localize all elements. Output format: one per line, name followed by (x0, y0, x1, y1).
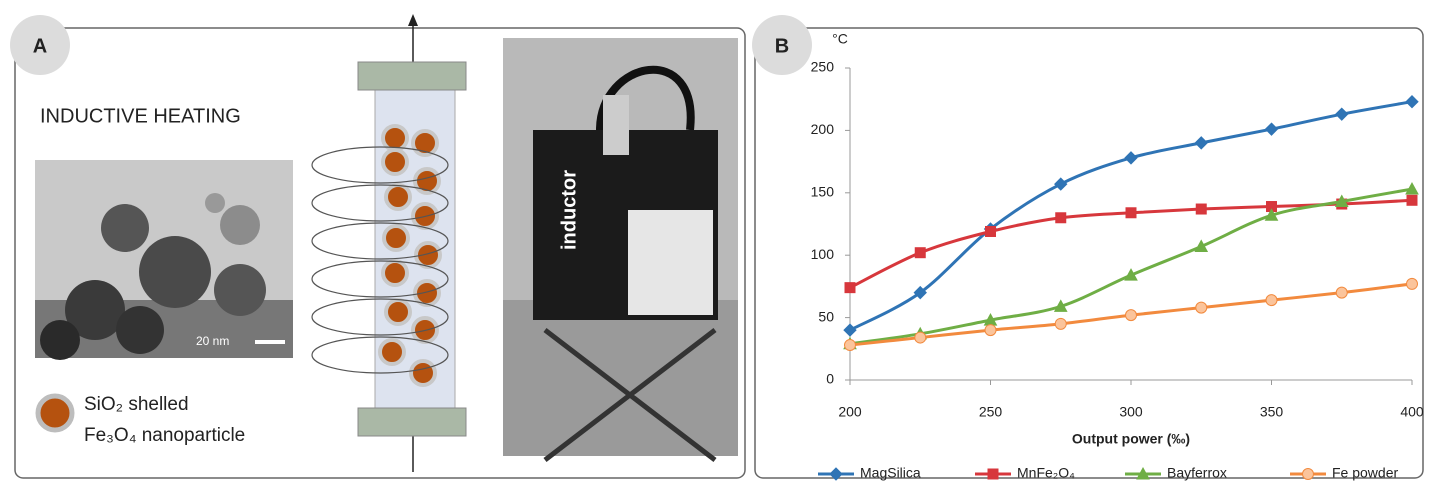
particle-icon (35, 393, 75, 433)
panel-label: A (33, 35, 47, 57)
panel-frame (754, 27, 1424, 479)
x-tick-label: 200 (838, 404, 862, 420)
device-label: inductor (558, 170, 580, 250)
marker (1195, 301, 1208, 314)
marker (1194, 136, 1208, 150)
marker (1264, 122, 1279, 136)
legend-marker (1136, 466, 1150, 480)
panel-a: A INDUCTIVE HEATING 20 nm SiO₂ shelled F… (10, 14, 746, 479)
legend-marker (987, 468, 999, 480)
marker (843, 323, 857, 337)
marker (1264, 208, 1279, 221)
marker (913, 285, 927, 300)
reactor-diagram (311, 14, 467, 472)
marker (1335, 286, 1348, 299)
y-tick-label: 250 (811, 59, 835, 75)
marker (1124, 151, 1138, 165)
panel-badge (752, 15, 812, 75)
panel-label: B (775, 35, 789, 57)
y-tick-label: 200 (811, 121, 835, 137)
marker (1124, 268, 1138, 281)
legend-marker (1302, 468, 1314, 480)
marker (984, 324, 997, 337)
panel-badge (10, 15, 70, 75)
y-axis-title: °C (832, 31, 848, 47)
marker (1195, 203, 1207, 215)
legend-text: SiO₂ shelled (84, 394, 189, 415)
marker (1194, 239, 1209, 252)
marker (844, 339, 856, 352)
legend-text: Fe₃O₄ nanoparticle (84, 425, 245, 446)
marker (844, 282, 856, 294)
device-photo: inductor (503, 38, 738, 462)
y-tick-label: 100 (811, 246, 835, 262)
marker (1405, 182, 1419, 195)
marker (1334, 194, 1349, 208)
marker (1335, 107, 1349, 121)
x-tick-label: 300 (1119, 404, 1143, 420)
legend-label: Bayferrox (1167, 465, 1227, 481)
marker (1125, 309, 1137, 322)
marker (1406, 194, 1418, 206)
marker (914, 331, 927, 344)
tem-image: 20 nm (35, 160, 293, 360)
marker (1125, 207, 1137, 219)
panel-b: B °C Output power (‰) (752, 15, 1424, 479)
heading: INDUCTIVE HEATING (40, 105, 241, 127)
legend-label: MagSilica (860, 465, 921, 481)
marker (1405, 94, 1419, 109)
marker (1053, 299, 1068, 312)
x-axis-title: Output power (‰) (1072, 431, 1190, 447)
legend-label: MnFe₂O₄ (1017, 465, 1075, 481)
marker (1406, 277, 1418, 290)
x-tick-label: 400 (1400, 404, 1424, 420)
legend-marker (829, 467, 843, 481)
marker (1265, 294, 1278, 307)
y-tick-label: 150 (811, 184, 835, 200)
marker (1055, 212, 1067, 224)
marker (985, 225, 996, 237)
x-tick-label: 350 (1260, 404, 1284, 420)
y-tick-label: 0 (826, 371, 834, 387)
y-tick-label: 50 (818, 308, 834, 324)
scale-bar-label: 20 nm (196, 334, 229, 348)
marker (1054, 177, 1068, 191)
marker (914, 247, 926, 259)
marker (1054, 317, 1067, 330)
legend-label: Fe powder (1332, 465, 1398, 481)
x-tick-label: 250 (979, 404, 1003, 420)
